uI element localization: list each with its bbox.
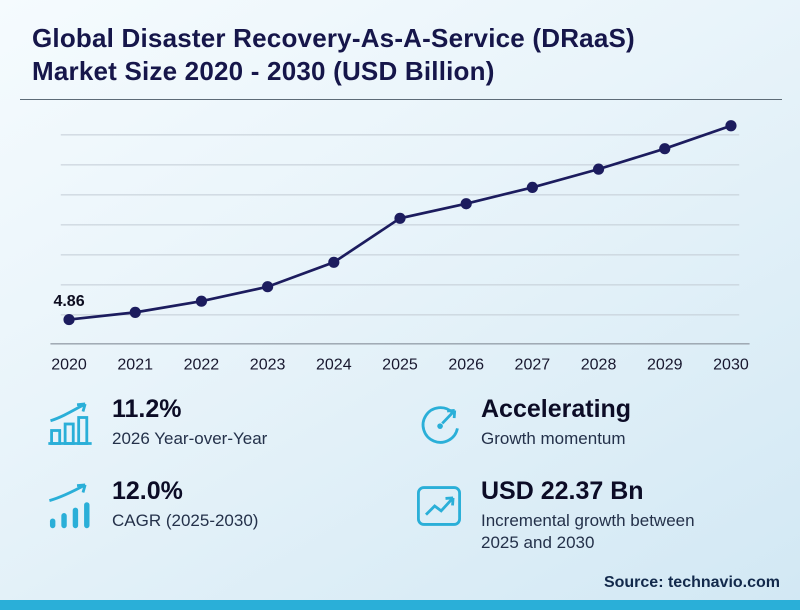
x-axis-label: 2028 [581, 355, 617, 373]
page-title-line1: Global Disaster Recovery-As-A-Service (D… [32, 23, 635, 53]
chart-data-point [659, 142, 671, 154]
chart-data-point [526, 181, 538, 193]
x-axis-label: 2026 [448, 355, 484, 373]
bar-chart-growth-icon [48, 402, 92, 445]
stat-label: 2026 Year-over-Year [112, 429, 268, 449]
x-axis-label: 2022 [184, 355, 220, 373]
speedometer-icon [421, 405, 459, 444]
x-axis-label: 2024 [316, 355, 352, 373]
page-title-line2: Market Size 2020 - 2030 (USD Billion) [32, 56, 495, 87]
stat-label: CAGR (2025-2030) [112, 511, 259, 531]
chart-data-point [725, 119, 737, 131]
rising-bars-arrow-icon [49, 483, 90, 529]
x-axis-label: 2029 [647, 355, 683, 373]
stat-value: 11.2% [112, 394, 182, 423]
chart-data-point [460, 197, 472, 209]
stat-text: Accelerating Growth momentum [481, 394, 632, 450]
line-chart: 4.86 2020 2021 2022 2023 2024 2025 2026 2027 2028… [50, 119, 750, 373]
chart-box-arrow-icon [417, 486, 461, 526]
chart-data-point [129, 306, 141, 318]
stat-label: Incremental growth between 2025 and 2030 [481, 511, 695, 553]
stat-text: 11.2% 2026 Year-over-Year [112, 394, 268, 450]
stat-value: USD 22.37 Bn [481, 476, 644, 505]
x-axis-label: 2021 [117, 355, 153, 373]
chart-data-point [63, 313, 75, 325]
stat-cagr: 12.0% CAGR (2025-2030) [44, 476, 407, 554]
stat-text: USD 22.37 Bn Incremental growth between … [481, 476, 733, 554]
stat-label: Growth momentum [481, 429, 626, 449]
stat-yoy-growth: 11.2% 2026 Year-over-Year [44, 394, 407, 450]
stat-text: 12.0% CAGR (2025-2030) [112, 476, 259, 532]
data-point-label: 4.86 [53, 292, 84, 310]
page-title: Global Disaster Recovery-As-A-Service (D… [32, 22, 772, 89]
stat-value: 12.0% [112, 476, 183, 505]
header: Global Disaster Recovery-As-A-Service (D… [0, 0, 800, 100]
stats-grid: 11.2% 2026 Year-over-Year Accelerating G… [0, 382, 800, 554]
chart-data-point [262, 280, 274, 292]
stat-incremental-growth: USD 22.37 Bn Incremental growth between … [413, 476, 776, 554]
chart-data-point [195, 295, 208, 307]
x-axis-label: 2030 [713, 355, 749, 373]
source-attribution: Source: technavio.com [603, 574, 780, 591]
x-axis-label: 2025 [382, 355, 418, 373]
title-divider [20, 98, 782, 100]
stat-value: Accelerating [481, 394, 632, 423]
chart-data-point [394, 212, 406, 224]
chart-area: 4.86 2020 2021 2022 2023 2024 2025 2026 2027 2028… [0, 100, 800, 382]
x-axis-label: 2023 [250, 355, 286, 373]
chart-data-point [592, 163, 605, 175]
chart-data-point [328, 256, 340, 268]
stat-momentum: Accelerating Growth momentum [413, 394, 776, 450]
x-axis-label: 2027 [515, 355, 551, 373]
x-axis-label: 2020 [51, 355, 87, 373]
bottom-accent-bar [0, 600, 800, 610]
